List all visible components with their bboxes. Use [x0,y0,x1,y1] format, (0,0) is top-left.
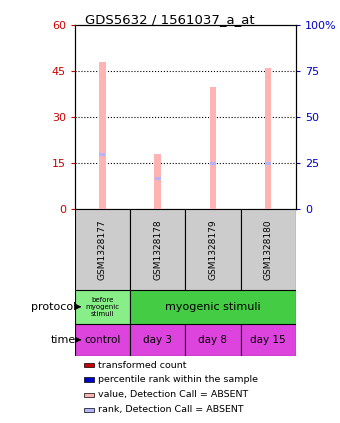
Text: transformed count: transformed count [98,360,186,370]
Bar [210,162,216,209]
FancyBboxPatch shape [241,209,296,290]
FancyBboxPatch shape [75,209,130,290]
Bar [155,180,161,209]
FancyBboxPatch shape [75,324,130,356]
FancyBboxPatch shape [241,324,296,356]
Text: GSM1328178: GSM1328178 [153,219,162,280]
Text: day 3: day 3 [143,335,172,345]
Text: rank, Detection Call = ABSENT: rank, Detection Call = ABSENT [98,405,243,415]
FancyBboxPatch shape [130,290,296,324]
FancyBboxPatch shape [130,324,185,356]
Text: percentile rank within the sample: percentile rank within the sample [98,375,258,384]
Bar [84,408,95,412]
Bar [155,177,161,209]
Bar [99,153,105,209]
Bar [84,393,95,397]
FancyBboxPatch shape [130,209,185,290]
Text: time: time [51,335,76,345]
Bar [99,62,106,209]
Bar [265,165,271,209]
Text: value, Detection Call = ABSENT: value, Detection Call = ABSENT [98,390,248,399]
Text: myogenic stimuli: myogenic stimuli [165,302,261,312]
FancyBboxPatch shape [185,209,241,290]
Bar [84,363,95,367]
Text: before
myogenic
stimuli: before myogenic stimuli [85,297,119,317]
Text: GDS5632 / 1561037_a_at: GDS5632 / 1561037_a_at [85,13,255,26]
Text: GSM1328177: GSM1328177 [98,219,107,280]
Bar [154,154,161,209]
Bar [99,156,105,209]
Bar [209,87,216,209]
Bar [265,162,271,209]
Bar [265,68,271,209]
Text: GSM1328179: GSM1328179 [208,219,217,280]
Bar [210,165,216,209]
Text: day 15: day 15 [250,335,286,345]
Text: day 8: day 8 [199,335,227,345]
FancyBboxPatch shape [185,324,241,356]
Text: protocol: protocol [31,302,76,312]
Bar [84,377,95,382]
FancyBboxPatch shape [75,290,130,324]
Text: GSM1328180: GSM1328180 [264,219,273,280]
Text: control: control [84,335,121,345]
